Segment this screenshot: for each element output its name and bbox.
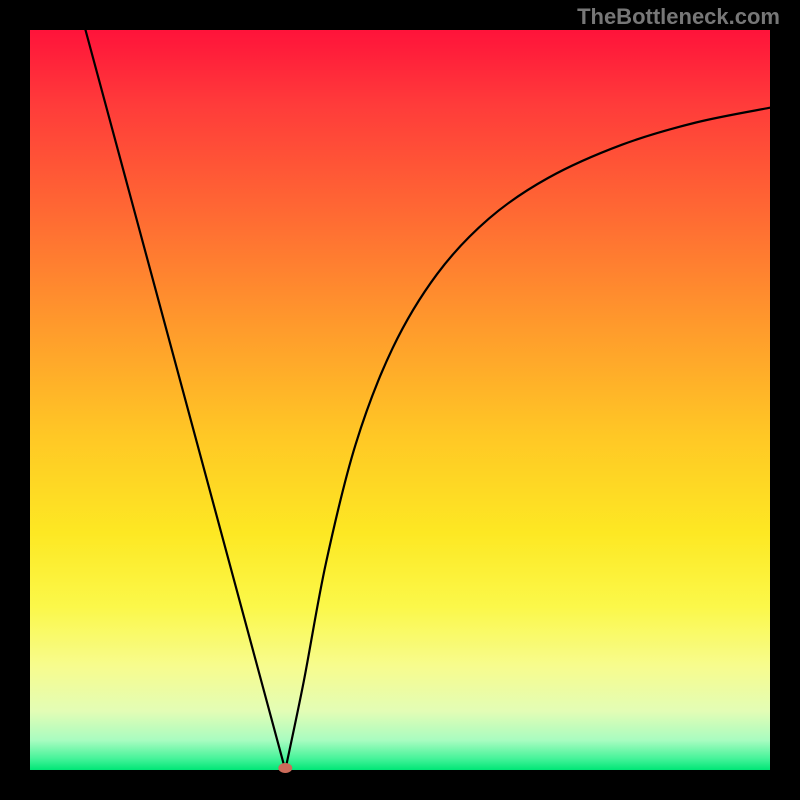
valley-marker xyxy=(278,763,292,773)
watermark-text: TheBottleneck.com xyxy=(577,4,780,30)
bottleneck-chart xyxy=(0,0,800,800)
plot-background xyxy=(30,30,770,770)
chart-container: { "watermark": { "text": "TheBottleneck.… xyxy=(0,0,800,800)
